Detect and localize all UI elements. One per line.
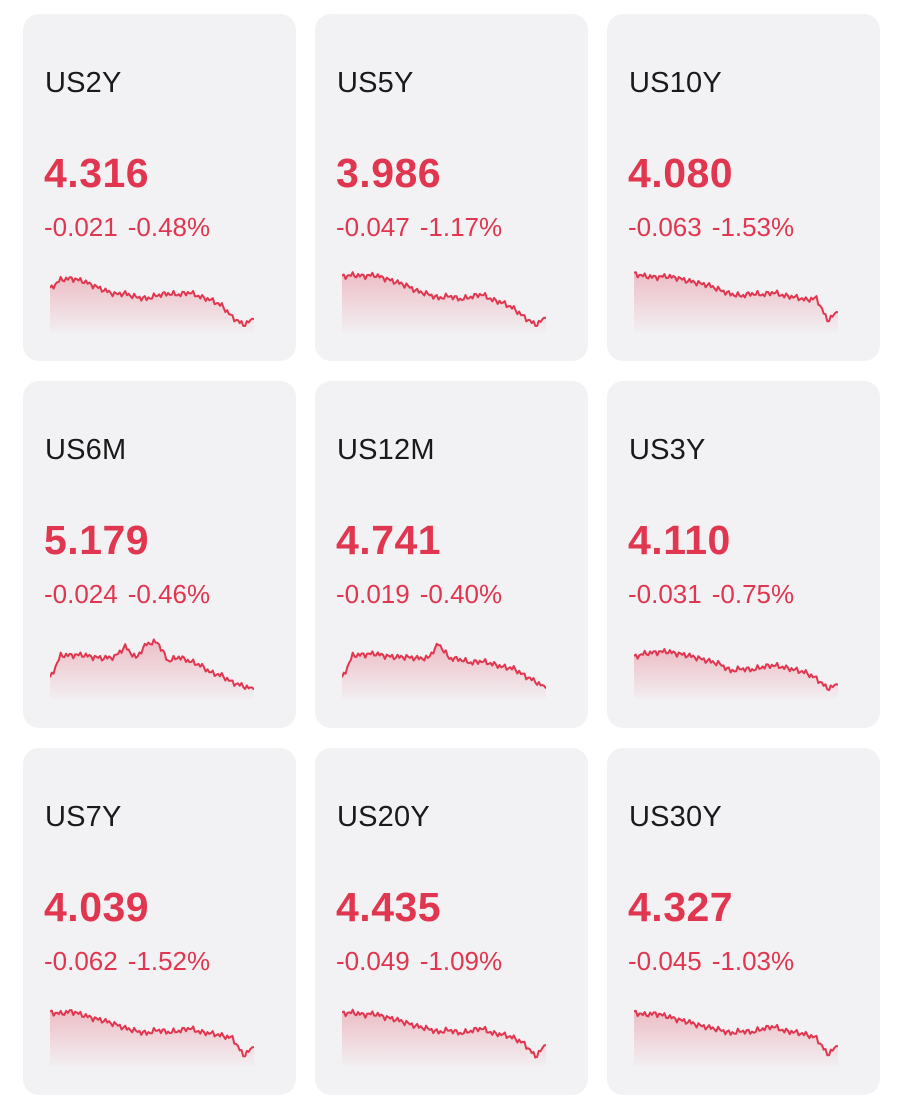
sparkline-line (50, 638, 254, 691)
change-row: -0.045 -1.03% (628, 946, 794, 977)
symbol-label: US30Y (629, 801, 722, 833)
price-value: 4.039 (44, 884, 150, 930)
change-percent: -1.09% (419, 946, 503, 976)
change-value: -0.045 (628, 946, 702, 976)
symbol-label: US20Y (337, 801, 430, 833)
change-percent: -1.03% (711, 946, 795, 976)
price-value: 4.110 (628, 517, 731, 563)
symbol-label: US5Y (337, 67, 414, 99)
quote-card-us3y[interactable]: US3Y 4.110 -0.031 -0.75% (607, 381, 880, 728)
sparkline-line (342, 642, 546, 689)
sparkline-line (634, 1009, 838, 1057)
sparkline-area (50, 639, 254, 699)
quote-card-us5y[interactable]: US5Y 3.986 -0.047 -1.17% (315, 14, 588, 361)
change-percent: -1.17% (419, 212, 503, 242)
sparkline-area (342, 1009, 546, 1066)
sparkline-line (634, 271, 838, 323)
quote-card-us7y[interactable]: US7Y 4.039 -0.062 -1.52% (23, 748, 296, 1095)
symbol-label: US3Y (629, 434, 706, 466)
sparkline-chart (342, 271, 546, 332)
sparkline-chart (342, 642, 546, 699)
change-row: -0.063 -1.53% (628, 212, 794, 243)
sparkline-chart (634, 1009, 838, 1066)
change-value: -0.021 (44, 212, 118, 242)
sparkline-chart (50, 638, 254, 699)
change-row: -0.062 -1.52% (44, 946, 210, 977)
quote-card-us6m[interactable]: US6M 5.179 -0.024 -0.46% (23, 381, 296, 728)
symbol-label: US2Y (45, 67, 122, 99)
change-value: -0.024 (44, 579, 118, 609)
price-value: 4.327 (628, 884, 734, 930)
change-value: -0.063 (628, 212, 702, 242)
sparkline-area (50, 1010, 254, 1066)
price-value: 4.080 (628, 150, 734, 196)
quote-card-us12m[interactable]: US12M 4.741 -0.019 -0.40% (315, 381, 588, 728)
quote-card-us30y[interactable]: US30Y 4.327 -0.045 -1.03% (607, 748, 880, 1095)
price-value: 4.741 (336, 517, 442, 563)
symbol-label: US12M (337, 434, 435, 466)
symbol-label: US10Y (629, 67, 722, 99)
sparkline-area (342, 272, 546, 332)
price-value: 5.179 (44, 517, 150, 563)
change-row: -0.019 -0.40% (336, 579, 502, 610)
instrument-grid: US2Y 4.316 -0.021 -0.48% US5Y 3.986 -0.04… (23, 14, 880, 1095)
change-percent: -0.48% (127, 212, 211, 242)
change-percent: -0.75% (711, 579, 795, 609)
change-percent: -1.52% (127, 946, 211, 976)
sparkline-chart (50, 1009, 254, 1066)
quote-card-us2y[interactable]: US2Y 4.316 -0.021 -0.48% (23, 14, 296, 361)
sparkline-area (50, 276, 254, 332)
symbol-label: US7Y (45, 801, 122, 833)
change-row: -0.047 -1.17% (336, 212, 502, 243)
sparkline-line (50, 275, 254, 327)
sparkline-area (634, 272, 838, 332)
change-percent: -0.46% (127, 579, 211, 609)
change-value: -0.062 (44, 946, 118, 976)
change-value: -0.031 (628, 579, 702, 609)
change-row: -0.031 -0.75% (628, 579, 794, 610)
price-value: 4.316 (44, 150, 150, 196)
sparkline-line (342, 1008, 546, 1059)
sparkline-chart (634, 648, 838, 699)
quote-card-us20y[interactable]: US20Y 4.435 -0.049 -1.09% (315, 748, 588, 1095)
sparkline-area (634, 1010, 838, 1066)
change-row: -0.049 -1.09% (336, 946, 502, 977)
change-row: -0.024 -0.46% (44, 579, 210, 610)
price-value: 4.435 (336, 884, 442, 930)
sparkline-line (634, 648, 838, 692)
change-value: -0.049 (336, 946, 410, 976)
price-value: 3.986 (336, 150, 442, 196)
change-percent: -0.40% (419, 579, 503, 609)
sparkline-chart (634, 271, 838, 332)
change-percent: -1.53% (711, 212, 795, 242)
change-value: -0.019 (336, 579, 410, 609)
quote-card-us10y[interactable]: US10Y 4.080 -0.063 -1.53% (607, 14, 880, 361)
sparkline-chart (50, 275, 254, 332)
symbol-label: US6M (45, 434, 127, 466)
sparkline-line (50, 1009, 254, 1058)
change-row: -0.021 -0.48% (44, 212, 210, 243)
sparkline-chart (342, 1008, 546, 1066)
change-value: -0.047 (336, 212, 410, 242)
sparkline-area (634, 649, 838, 699)
sparkline-line (342, 271, 546, 327)
